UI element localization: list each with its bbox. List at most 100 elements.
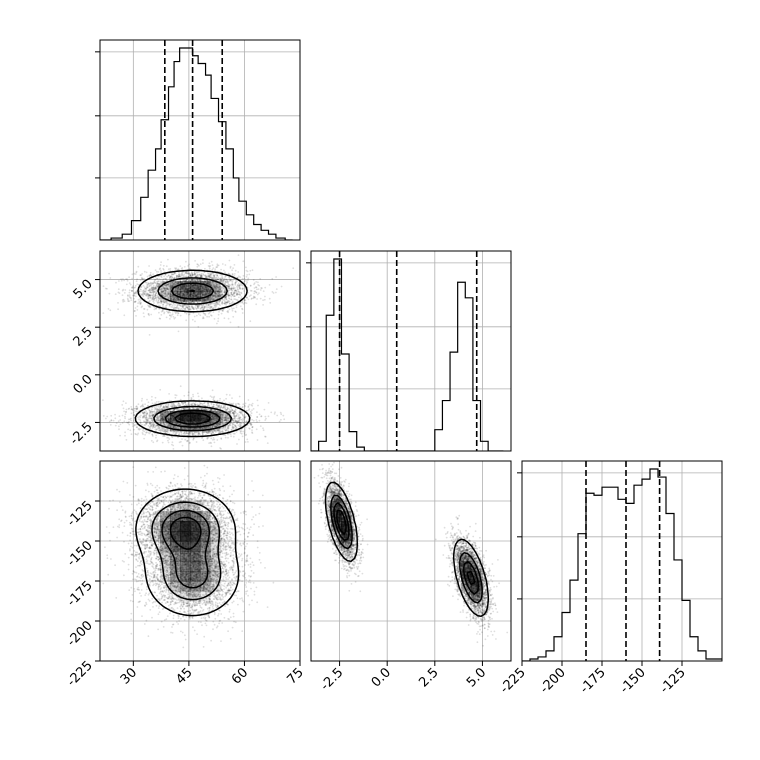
sample-point — [160, 310, 163, 313]
sample-point — [233, 264, 236, 266]
sample-point — [148, 293, 151, 296]
panel-border — [310, 250, 512, 452]
sample-point — [243, 299, 246, 301]
sample-point — [259, 278, 262, 280]
sample-point — [224, 275, 227, 278]
sample-point — [187, 291, 189, 293]
sample-point — [158, 278, 161, 280]
sample-point — [203, 294, 206, 297]
sample-point — [124, 415, 126, 418]
sample-point — [200, 306, 203, 309]
sample-point — [208, 303, 210, 306]
sample-point — [249, 289, 252, 292]
sample-point — [179, 314, 182, 317]
sample-point — [169, 276, 171, 279]
sample-point — [224, 292, 226, 294]
sample-point — [216, 263, 219, 266]
sample-point — [201, 287, 204, 290]
sample-point — [228, 298, 231, 300]
sample-point — [187, 291, 190, 294]
sample-point — [228, 294, 230, 297]
sample-point — [136, 292, 138, 295]
sample-point — [117, 288, 120, 291]
sample-point — [250, 298, 253, 300]
sample-point — [196, 274, 199, 276]
sample-point — [151, 291, 154, 294]
sample-point — [252, 297, 255, 300]
sample-point — [176, 293, 179, 295]
sample-point — [120, 278, 122, 280]
sample-point — [157, 299, 160, 301]
sample-point — [227, 299, 229, 302]
sample-point — [231, 307, 234, 310]
sample-point — [137, 265, 140, 268]
sample-point — [249, 284, 252, 287]
sample-point — [209, 274, 212, 277]
sample-point — [200, 274, 203, 276]
sample-point — [141, 292, 144, 295]
sample-point — [124, 434, 126, 437]
sample-point — [204, 282, 207, 285]
sample-point — [207, 275, 209, 277]
sample-point — [181, 290, 183, 293]
sample-point — [245, 420, 248, 423]
sample-point — [155, 434, 158, 437]
sample-point — [114, 424, 117, 427]
sample-point — [178, 433, 181, 436]
sample-point — [109, 424, 112, 426]
sample-point — [241, 308, 244, 311]
sample-point — [174, 316, 177, 319]
sample-point — [206, 279, 209, 282]
sample-point — [191, 274, 194, 277]
sample-point — [210, 273, 213, 275]
sample-point — [243, 299, 246, 301]
sample-point — [153, 296, 155, 298]
sample-point — [147, 401, 150, 404]
sample-point — [172, 315, 175, 318]
sample-point — [207, 275, 210, 278]
sample-point — [122, 300, 124, 303]
sample-point — [199, 278, 202, 281]
sample-point — [203, 274, 205, 276]
sample-point — [250, 290, 253, 292]
sample-point — [256, 439, 259, 441]
sample-point — [188, 263, 191, 266]
sample-point — [241, 301, 244, 303]
sample-point — [147, 313, 150, 315]
sample-point — [226, 285, 229, 288]
sample-point — [231, 281, 234, 283]
sample-point — [176, 297, 179, 299]
sample-point — [241, 287, 244, 290]
sample-point — [229, 279, 232, 281]
sample-point — [213, 318, 216, 320]
sample-point — [108, 272, 110, 275]
sample-point — [186, 290, 188, 292]
sample-point — [275, 291, 277, 294]
sample-point — [202, 289, 205, 292]
sample-point — [135, 410, 138, 413]
sample-point — [258, 292, 260, 294]
sample-point — [146, 308, 149, 311]
sample-point — [150, 289, 152, 292]
sample-point — [238, 287, 241, 290]
sample-point — [177, 291, 179, 294]
sample-point — [234, 311, 237, 313]
sample-point — [179, 398, 182, 401]
sample-point — [173, 282, 175, 285]
sample-point — [102, 285, 105, 287]
sample-point — [191, 307, 194, 309]
sample-point — [203, 305, 206, 308]
sample-point — [256, 421, 258, 423]
sample-point — [229, 321, 232, 324]
sample-point — [185, 304, 187, 307]
sample-point — [213, 291, 216, 293]
sample-point — [197, 273, 199, 276]
sample-point — [140, 306, 143, 309]
sample-point — [156, 280, 159, 283]
sample-point — [202, 259, 204, 261]
sample-point — [202, 289, 205, 292]
sample-point — [173, 299, 175, 302]
sample-point — [225, 298, 228, 300]
sample-point — [272, 292, 275, 294]
sample-point — [220, 312, 223, 315]
